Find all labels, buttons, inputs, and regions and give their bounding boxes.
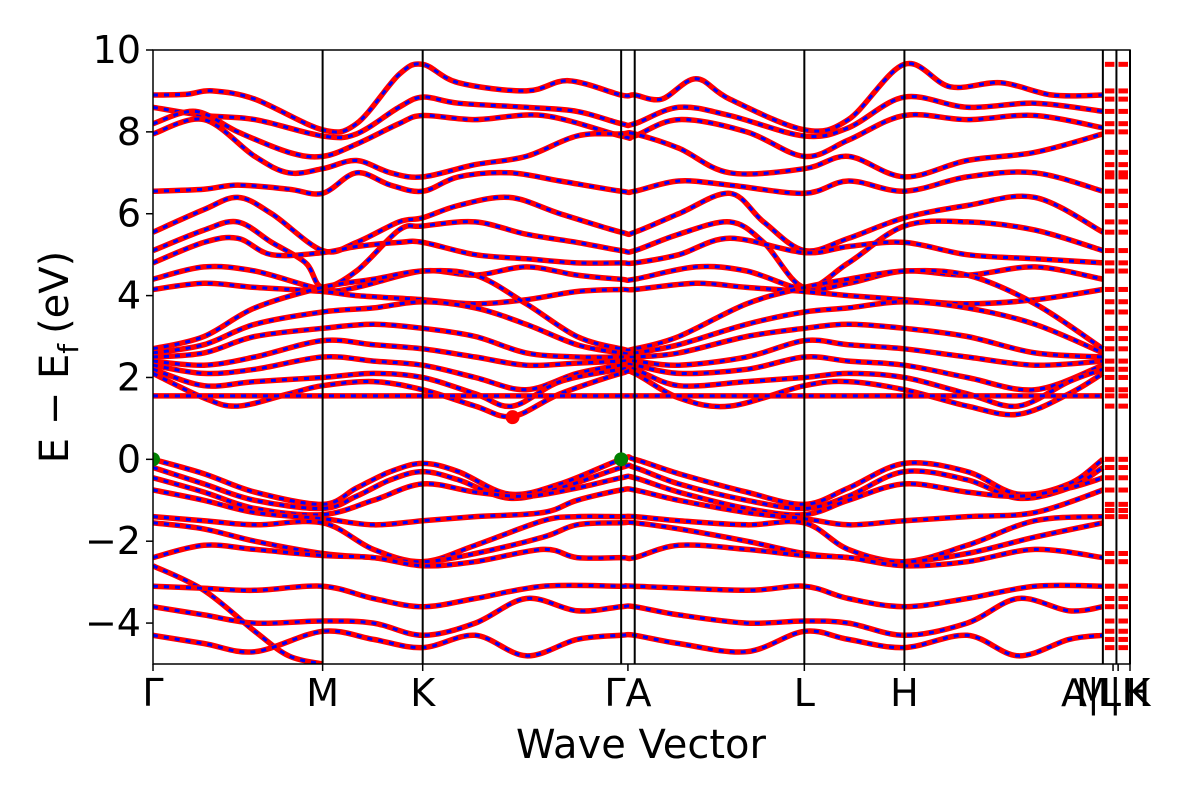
x-tick-label-3: ΓA [604,671,651,715]
y-axis-title-unit: (eV) [32,251,78,334]
high-symmetry-lines [321,50,1131,664]
y-axis-ticks: 10 8 6 4 2 0 −2 −4 [85,28,153,645]
y-tick-label-3: 4 [117,274,141,318]
band-spin-down-10 [153,269,1104,352]
y-tick-label-7: −4 [85,601,141,645]
y-axis-title-main: E − E [32,354,78,464]
vbm-marker-1 [614,452,629,467]
band-spin-up-28 [153,628,1104,659]
band-spin-down-6 [153,219,1104,290]
y-tick-label-6: −2 [85,519,141,563]
cbm-marker-0 [505,410,520,425]
band-spin-down-16 [153,369,1104,419]
bands-layer [153,60,1128,664]
band-edge-markers [153,410,629,467]
y-tick-label-2: 6 [117,192,141,236]
y-tick-label-0: 10 [93,28,141,72]
x-tick-label-4: L [794,671,815,715]
y-tick-label-4: 2 [117,355,141,399]
band-spin-down-26 [153,583,1103,609]
band-spin-down-0 [153,62,1103,134]
band-spin-down-14 [153,355,1104,392]
band-spin-down-13 [153,338,1103,367]
x-axis-ticks: Γ M K ΓA L H A|LM|HK [142,664,1152,716]
x-tick-label-5: H [890,671,919,715]
x-tick-label-2: K [410,671,436,715]
band-spin-down-7 [153,235,1103,265]
plot-frame [152,49,1131,665]
band-spin-up-27 [153,595,1104,639]
band-spin-down-20 [153,474,1104,517]
y-axis-title-sub: f [52,343,85,354]
x-tick-label-7: M|H [1076,671,1150,716]
x-tick-label-6: A|L [1061,671,1121,716]
y-tick-label-1: 8 [117,110,141,154]
y-axis-title: E − Ef (eV) [32,251,85,464]
band-spin-down-15 [153,366,1104,408]
band-spin-down-27 [153,596,1104,637]
x-tick-label-8: K [1126,671,1152,715]
vbm-marker-0 [153,452,160,467]
band-spin-down-11 [153,300,1104,356]
x-tick-label-0: Γ [142,671,163,715]
band-spin-down-3 [153,117,1104,179]
band-spin-down-5 [153,191,1104,254]
y-tick-label-5: 0 [117,437,141,481]
x-axis-title: Wave Vector [516,722,767,768]
x-tick-label-1: M [306,671,339,715]
band-spin-down-25 [153,564,323,664]
